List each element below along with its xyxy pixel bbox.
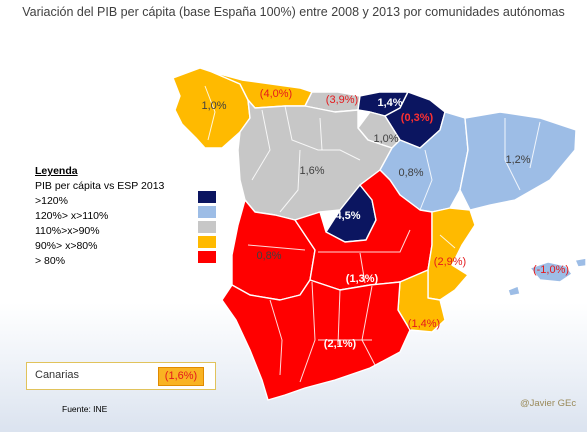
label-baleares: (-1,0%)	[532, 264, 570, 276]
legend-swatch-110-120	[198, 206, 216, 218]
legend-label-under-80: > 80%	[35, 255, 66, 267]
label-extremadura: 0,8%	[256, 250, 282, 262]
label-madrid: 4,5%	[335, 210, 361, 222]
label-la-rioja: 1,0%	[373, 133, 399, 145]
source-note: Fuente: INE	[62, 404, 108, 414]
legend-subheading: PIB per cápita vs ESP 2013	[35, 180, 165, 192]
label-cataluna: 1,2%	[505, 154, 531, 166]
label-asturias: (4,0%)	[259, 88, 293, 100]
legend: Leyenda PIB per cápita vs ESP 2013 >120%…	[35, 165, 216, 269]
legend-label-110-120: 120%> x>110%	[35, 210, 109, 222]
canarias-value: (1,6%)	[158, 367, 204, 386]
author-credit: @Javier GEc	[520, 398, 577, 409]
label-navarra: (0,3%)	[400, 112, 434, 124]
region-baleares-ibiza	[507, 285, 521, 297]
label-pais-vasco: 1,4%	[377, 97, 403, 109]
region-andalucia	[221, 279, 411, 401]
legend-label-90-110: 110%>x>90%	[35, 225, 100, 237]
region-baleares-menorca	[574, 257, 587, 268]
region-baleares	[529, 261, 573, 283]
legend-heading: Leyenda	[35, 165, 78, 177]
map-title: Variación del PIB per cápita (base Españ…	[22, 5, 565, 19]
canarias-box: Canarias (1,6%)	[26, 362, 216, 390]
label-cantabria: (3,9%)	[325, 94, 359, 106]
legend-label-over-120: >120%	[35, 195, 68, 207]
legend-swatch-80-90	[198, 236, 216, 248]
label-galicia: 1,0%	[201, 100, 227, 112]
province-borders	[204, 85, 541, 383]
label-andalucia: (2,1%)	[323, 338, 357, 350]
legend-swatch-90-110	[198, 221, 216, 233]
legend-swatch-under-80	[198, 251, 216, 263]
canarias-name: Canarias	[35, 369, 80, 381]
legend-swatch-over-120	[198, 191, 216, 203]
label-castilla-la-mancha: (1,3%)	[345, 273, 379, 285]
label-valencia: (2,9%)	[433, 256, 467, 268]
label-aragon: 0,8%	[398, 167, 424, 179]
legend-label-80-90: 90%> x>80%	[35, 240, 98, 252]
label-murcia: (1,4%)	[407, 318, 441, 330]
region-valencia	[427, 207, 476, 301]
label-castilla-y-leon: 1,6%	[299, 165, 325, 177]
region-cataluna	[459, 111, 577, 211]
